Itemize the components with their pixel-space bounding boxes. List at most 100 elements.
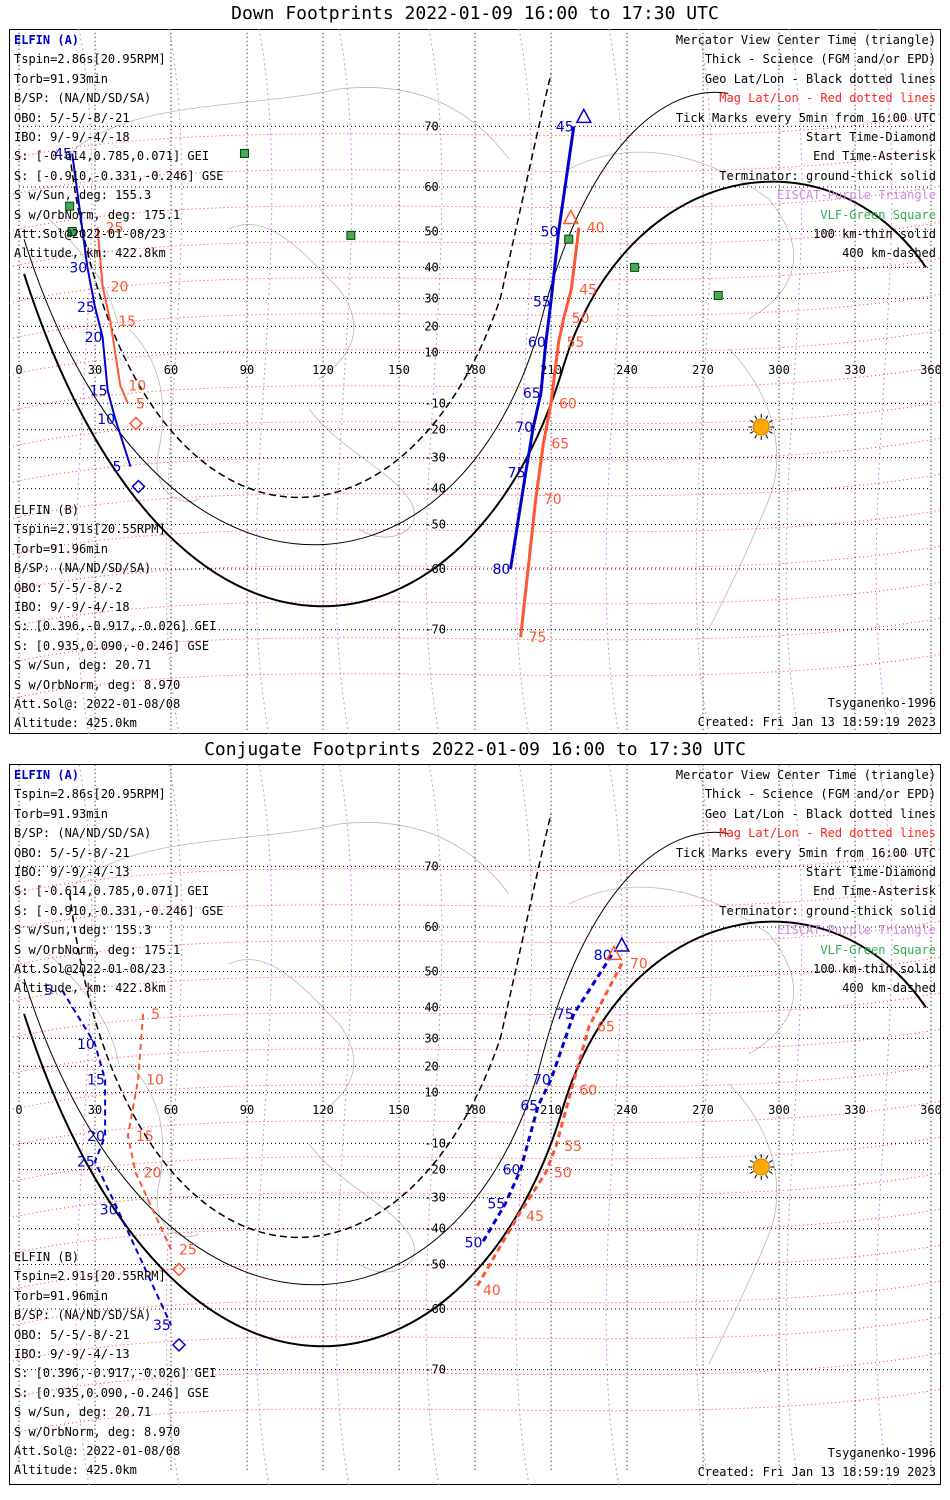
coastlines — [48, 87, 794, 630]
lon-tick-label: 360 — [920, 1103, 941, 1117]
geo-meridian-7 — [695, 764, 713, 1485]
lat-tick-label: -30 — [424, 1191, 446, 1205]
legend-geo: Geo Lat/Lon - Black dotted lines — [704, 71, 936, 86]
s-gei-a: S: [-0.614,0.785,0.071] GEI — [14, 884, 210, 899]
altitude-400km-line — [68, 813, 552, 1239]
view-center-triangle-b — [562, 208, 580, 225]
lat-tick-label: 10 — [424, 346, 438, 360]
footprint-tick-label-a: 20 — [87, 1129, 105, 1145]
legend-terminator: Terminator: ground-thick solid — [719, 168, 936, 183]
legend-end: End Time-Asterisk — [813, 149, 936, 164]
footprint-track-b — [96, 227, 129, 404]
lon-tick-label: 240 — [616, 1103, 638, 1117]
mag-grid-line-9 — [9, 437, 941, 484]
lon-tick-label: 270 — [692, 363, 714, 377]
mag-grid-line-8 — [9, 1136, 941, 1183]
vlf-site-marker — [713, 290, 723, 300]
footprint-tick-label-b: 45 — [526, 1209, 544, 1225]
footprint-tick-label-b: 55 — [564, 1139, 582, 1155]
footprint-tick-label-a: 10 — [77, 1037, 95, 1053]
elfin-b-label: ELFIN (B) — [14, 503, 80, 517]
legend-100km: 100 km-thin solid — [813, 962, 936, 977]
vlf-site-marker — [67, 226, 77, 236]
footprint-tick-label-a: 50 — [541, 224, 559, 240]
sun-disc — [752, 418, 770, 436]
created-label: Created: Fri Jan 13 18:59:19 2023 — [697, 1465, 936, 1479]
obo-a: OBO: 5/-5/-8/-21 — [14, 845, 130, 860]
sun-ray — [749, 431, 754, 434]
footprint-tick-label-a: 15 — [87, 1073, 105, 1089]
coastline-5 — [128, 1063, 200, 1237]
sun-ray — [768, 420, 773, 423]
footprint-tick-label-b: 65 — [551, 436, 569, 452]
orbnorm-a: S w/OrbNorm, deg: 175.1 — [14, 942, 181, 957]
sun-ray — [754, 434, 758, 439]
lat-tick-label: -20 — [424, 1163, 446, 1177]
coastline-5 — [128, 328, 200, 502]
footprint-tick-label-b: 40 — [587, 220, 605, 236]
tspin-a: Tspin=2.86s[20.95RPM] — [14, 52, 166, 67]
coastlines — [48, 822, 794, 1365]
sun-ray — [749, 1171, 754, 1174]
footprint-tick-label-b: 5 — [151, 1007, 160, 1023]
geo-meridian-6 — [605, 29, 623, 734]
footprint-tick-label-a: 70 — [515, 420, 533, 436]
lat-tick-label: -30 — [424, 451, 446, 465]
mag-grid — [9, 113, 941, 700]
tspin-b: Tspin=2.91s[20.55RPM] — [14, 1269, 166, 1284]
lat-tick-label: 50 — [424, 964, 438, 978]
bsp-b: B/SP: (NA/ND/SD/SA) — [14, 1308, 152, 1323]
lat-tick-label: 60 — [424, 920, 438, 934]
legend-end: End Time-Asterisk — [813, 884, 936, 899]
footprint-track-a — [71, 153, 132, 467]
footprint-tick-label-b: 15 — [118, 314, 136, 330]
ibo-a: IBO: 9/-9/-4/-18 — [14, 130, 130, 145]
footprint-tick-label-b: 60 — [579, 1083, 597, 1099]
s-gse-b: S: [0.935,0.090,-0.246] GSE — [14, 1385, 210, 1400]
lon-tick-label: 90 — [240, 1103, 254, 1117]
elfin-b-info: ELFIN (B) Tspin=2.91s[20.55RPM] Torb=91.… — [14, 1248, 216, 1481]
lat-tick-label: -40 — [424, 1222, 446, 1236]
mag-grid-line-7 — [9, 1100, 941, 1147]
sun-ray — [768, 1171, 773, 1174]
sun-icon — [748, 413, 775, 440]
footprint-tick-label-a: 5 — [112, 460, 121, 476]
lat-tick-label: 40 — [424, 260, 438, 274]
geo-meridian-1 — [165, 764, 183, 1485]
s-gse-a: S: [-0.910,-0.331,-0.246] GSE — [14, 168, 224, 183]
view-center-triangle-a — [575, 107, 593, 124]
footprint-tick-label-a: 15 — [90, 384, 108, 400]
geo-meridian-9 — [875, 764, 893, 1485]
footprint-tick-label-a: 65 — [520, 1098, 538, 1114]
mag-grid-line-5 — [9, 1028, 941, 1075]
footprint-tick-label-a: 55 — [487, 1197, 505, 1213]
mag-grid-line-14 — [9, 1352, 941, 1399]
geo-meridians — [75, 764, 893, 1485]
start-diamond-b — [171, 1262, 187, 1277]
ibo-a: IBO: 9/-9/-4/-13 — [14, 865, 130, 880]
vlf-site-marker — [564, 234, 574, 244]
mag-grid-line-2 — [9, 185, 941, 232]
sun-ray — [754, 1174, 758, 1179]
mag-grid-line-11 — [9, 509, 941, 556]
model-label: Tsyganenko-1996 — [827, 1446, 936, 1460]
legend-view-center: Mercator View Center Time (triangle) — [675, 33, 936, 47]
mag-grid — [9, 848, 941, 1435]
mag-grid-line-12 — [9, 1280, 941, 1327]
lat-tick-label: 70 — [424, 119, 438, 133]
lon-tick-label: 300 — [768, 1103, 790, 1117]
footprint-tick-label-a: 55 — [533, 294, 551, 310]
mag-grid-line-0 — [9, 848, 941, 895]
footprint-tick-label-a: 25 — [77, 1155, 95, 1171]
footprint-tick-label-b: 20 — [144, 1165, 162, 1181]
altitude-b: Altitude: 425.0km — [14, 1463, 137, 1478]
s-gei-b: S: [0.396,-0.917,-0.026] GEI — [14, 619, 217, 634]
conjugate-footprints-map: 0 30 60 90 120 150 180 210 240 270 300 330 360 70 60 50… — [9, 764, 941, 1485]
lat-tick-label: 70 — [424, 859, 438, 873]
footprint-tick-label-b: 50 — [554, 1165, 572, 1181]
sun-angle-a: S w/Sun, deg: 155.3 — [14, 923, 152, 938]
mag-grid-line-5 — [9, 293, 941, 340]
coastline-3 — [568, 151, 794, 320]
altitude-400km-line — [68, 73, 552, 499]
legend-ticks: Tick Marks every 5min from 16:00 UTC — [675, 845, 936, 860]
